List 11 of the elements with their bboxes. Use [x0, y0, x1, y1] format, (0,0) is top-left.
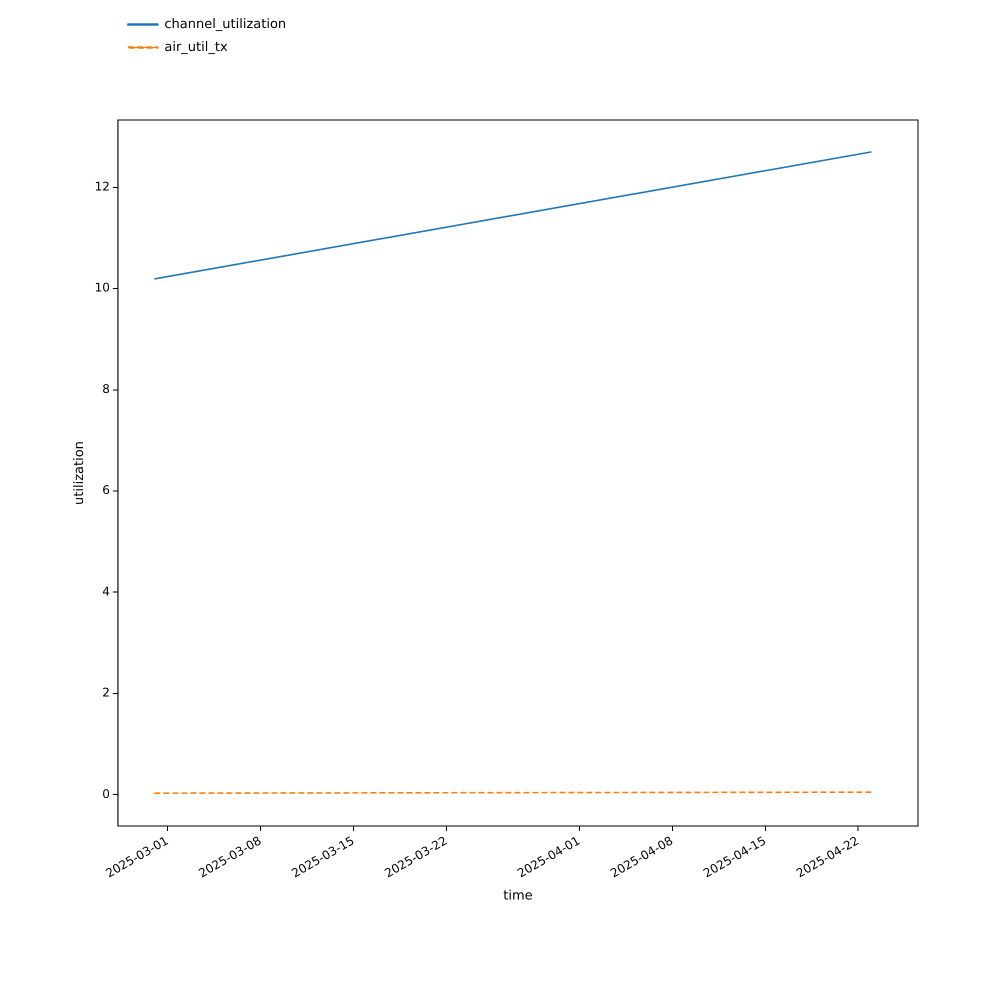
y-tick-label: 10: [94, 280, 110, 295]
y-tick-label: 0: [102, 786, 110, 801]
legend-label: air_util_tx: [164, 40, 228, 55]
y-tick-label: 8: [102, 382, 110, 396]
y-tick-label: 6: [102, 483, 110, 498]
y-axis-title: utilization: [72, 441, 88, 505]
x-axis-title: time: [503, 888, 533, 904]
y-tick-label: 4: [102, 584, 110, 598]
legend-label: channel_utilization: [164, 16, 286, 32]
y-tick-label: 12: [94, 179, 110, 194]
y-tick-label: 2: [102, 686, 110, 700]
